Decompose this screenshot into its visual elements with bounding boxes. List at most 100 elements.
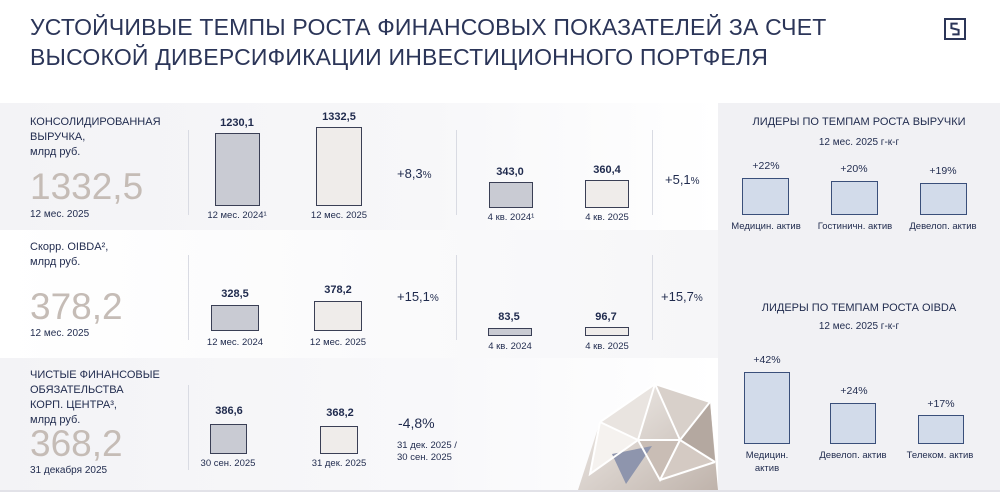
oibda-leader-bar (744, 372, 790, 444)
revenue-annual-change-unit: % (422, 170, 432, 181)
revenue-label-line: ВЫРУЧКА, (30, 131, 86, 143)
divider (456, 255, 457, 340)
revenue-label: КОНСОЛИДИРОВАННАЯ ВЫРУЧКА, млрд руб. (30, 115, 161, 160)
liabilities-sep-value: 386,6 (215, 405, 243, 417)
oibda-quarter-change-value: +15,7 (661, 289, 694, 304)
revenue-quarter-change-unit: % (690, 176, 700, 187)
revenue-q4-2025-caption: 4 кв. 2025 (585, 212, 629, 223)
revenue-leader-label: Гостиничн. актив (817, 221, 893, 232)
liabilities-big-value: 368,2 (30, 423, 123, 464)
liabilities-change-note-line: 30 сен. 2025 (397, 452, 452, 463)
liabilities-change: -4,8% (398, 415, 435, 431)
revenue-leader-label: Девелоп. актив (909, 221, 977, 232)
liabilities-label-line: КОРП. ЦЕНТРА³, (30, 399, 117, 411)
oibda-leader-value: +42% (753, 354, 781, 366)
page-title: УСТОЙЧИВЫЕ ТЕМПЫ РОСТА ФИНАНСОВЫХ ПОКАЗА… (30, 12, 930, 72)
oibda-q4-2024-caption: 4 кв. 2024 (488, 341, 532, 352)
oibda-leader-label-line: Медицин. (745, 450, 789, 461)
liabilities-label: ЧИСТЫЕ ФИНАНСОВЫЕ ОБЯЗАТЕЛЬСТВА КОРП. ЦЕ… (30, 368, 160, 428)
oibda-leader-value: +17% (927, 398, 955, 410)
oibda-leader-value: +24% (840, 385, 868, 397)
revenue-quarter-change-value: +5,1 (665, 172, 691, 187)
oibda-2025-value: 378,2 (324, 284, 352, 296)
oibda-q4-2025-value: 96,7 (595, 311, 617, 323)
oibda-row-bg (0, 230, 718, 358)
revenue-2024-caption: 12 мес. 2024¹ (207, 210, 267, 221)
oibda-leader-label: Медицин. актив (717, 449, 817, 475)
oibda-leader-label: Телеком. актив (906, 450, 974, 461)
divider (652, 255, 653, 340)
oibda-leader-label-line: актив (754, 463, 780, 474)
revenue-q4-2024-bar (489, 182, 533, 208)
liabilities-change-note: 31 дек. 2025 / 30 сен. 2025 (397, 440, 457, 464)
liabilities-label-line: млрд руб. (30, 414, 81, 426)
revenue-label-line: млрд руб. (30, 146, 81, 158)
liabilities-dec-value: 368,2 (326, 407, 354, 419)
revenue-2025-value: 1332,5 (322, 111, 356, 123)
oibda-annual-change-unit: % (429, 293, 439, 304)
oibda-q4-2024-value: 83,5 (498, 311, 520, 323)
oibda-label-line: Скорр. OIBDA², (30, 241, 109, 253)
liabilities-sep-caption: 30 сен. 2025 (200, 458, 256, 469)
oibda-q4-2025-bar (585, 327, 629, 336)
oibda-big-value: 378,2 (30, 286, 123, 327)
revenue-quarter-change: +5,1% (665, 172, 700, 187)
oibda-2024-value: 328,5 (221, 288, 249, 300)
divider (188, 385, 189, 470)
oibda-leader-bar (918, 415, 964, 444)
oibda-leaders-subtitle: 12 мес. 2025 г-к-г (818, 321, 900, 332)
oibda-q4-2024-bar (488, 328, 532, 336)
divider (652, 130, 653, 215)
bottom-rule (0, 490, 1000, 492)
revenue-2025-bar (316, 127, 362, 206)
oibda-leader-label: Девелоп. актив (819, 450, 887, 461)
oibda-2025-bar (314, 301, 362, 331)
oibda-2024-caption: 12 мес. 2024 (206, 337, 264, 348)
liabilities-label-line: ЧИСТЫЕ ФИНАНСОВЫЕ (30, 369, 160, 381)
oibda-2024-bar (211, 305, 259, 331)
revenue-leader-bar (831, 181, 878, 215)
oibda-q4-2025-caption: 4 кв. 2025 (585, 341, 629, 352)
oibda-quarter-change: +15,7% (661, 289, 703, 304)
oibda-label: Скорр. OIBDA², млрд руб. (30, 240, 108, 270)
liabilities-label-line: ОБЯЗАТЕЛЬСТВА (30, 384, 124, 396)
oibda-annual-change-value: +15,1 (397, 289, 430, 304)
revenue-big-value: 1332,5 (30, 166, 144, 207)
revenue-leader-bar (742, 178, 789, 215)
oibda-annual-change: +15,1% (397, 289, 439, 304)
revenue-2024-value: 1230,1 (220, 117, 254, 129)
geodesic-sphere-image (578, 382, 718, 490)
revenue-q4-2024-value: 343,0 (496, 166, 524, 178)
divider (188, 130, 189, 215)
revenue-2025-caption: 12 мес. 2025 (310, 210, 368, 221)
revenue-leader-value: +22% (752, 160, 780, 172)
liabilities-sep-bar (210, 424, 247, 454)
revenue-leaders-title: ЛИДЕРЫ ПО ТЕМПАМ РОСТА ВЫРУЧКИ (752, 116, 966, 128)
oibda-period: 12 мес. 2025 (30, 328, 90, 339)
revenue-leader-bar (920, 183, 967, 215)
page-title-line-2: ВЫСОКОЙ ДИВЕРСИФИКАЦИИ ИНВЕСТИЦИОННОГО П… (30, 44, 769, 70)
divider (456, 130, 457, 215)
revenue-q4-2025-value: 360,4 (593, 164, 621, 176)
revenue-leaders-subtitle: 12 мес. 2025 г-к-г (818, 137, 900, 148)
revenue-leader-label: Медицин. актив (731, 221, 801, 232)
liabilities-dec-caption: 31 дек. 2025 (311, 458, 367, 469)
oibda-label-line: млрд руб. (30, 256, 81, 268)
divider (188, 255, 189, 340)
oibda-2025-caption: 12 мес. 2025 (309, 337, 367, 348)
revenue-q4-2024-caption: 4 кв. 2024¹ (487, 212, 535, 223)
page-title-line-1: УСТОЙЧИВЫЕ ТЕМПЫ РОСТА ФИНАНСОВЫХ ПОКАЗА… (30, 14, 827, 40)
revenue-period: 12 мес. 2025 (30, 209, 90, 220)
liabilities-dec-bar (320, 426, 358, 454)
company-logo-icon (944, 18, 966, 40)
revenue-label-line: КОНСОЛИДИРОВАННАЯ (30, 116, 161, 128)
oibda-leader-bar (830, 403, 876, 444)
liabilities-period: 31 декабря 2025 (30, 465, 108, 476)
revenue-leader-value: +20% (840, 163, 868, 175)
oibda-quarter-change-unit: % (693, 293, 703, 304)
revenue-leader-value: +19% (929, 165, 957, 177)
revenue-2024-bar (215, 133, 260, 206)
oibda-leaders-title: ЛИДЕРЫ ПО ТЕМПАМ РОСТА OIBDA (761, 302, 957, 314)
liabilities-change-note-line: 31 дек. 2025 / (397, 440, 457, 451)
revenue-q4-2025-bar (585, 180, 629, 208)
